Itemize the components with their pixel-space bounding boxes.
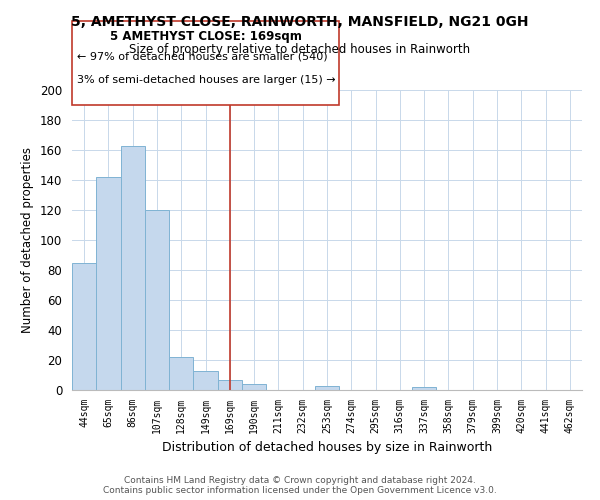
Text: 5 AMETHYST CLOSE: 169sqm: 5 AMETHYST CLOSE: 169sqm [110, 30, 302, 43]
Text: Size of property relative to detached houses in Rainworth: Size of property relative to detached ho… [130, 42, 470, 56]
Bar [412, 387, 436, 390]
Bar [72, 262, 96, 390]
Text: Contains HM Land Registry data © Crown copyright and database right 2024.
Contai: Contains HM Land Registry data © Crown c… [103, 476, 497, 495]
Bar [145, 210, 169, 390]
X-axis label: Distribution of detached houses by size in Rainworth: Distribution of detached houses by size … [162, 441, 492, 454]
Bar [242, 384, 266, 390]
Bar [121, 146, 145, 390]
Bar [169, 357, 193, 390]
Text: 3% of semi-detached houses are larger (15) →: 3% of semi-detached houses are larger (1… [77, 75, 336, 85]
Bar [218, 380, 242, 390]
Text: ← 97% of detached houses are smaller (540): ← 97% of detached houses are smaller (54… [77, 51, 328, 61]
FancyBboxPatch shape [72, 21, 339, 105]
Text: 5, AMETHYST CLOSE, RAINWORTH, MANSFIELD, NG21 0GH: 5, AMETHYST CLOSE, RAINWORTH, MANSFIELD,… [71, 15, 529, 29]
Y-axis label: Number of detached properties: Number of detached properties [22, 147, 34, 333]
Bar [193, 370, 218, 390]
Bar [315, 386, 339, 390]
Bar [96, 177, 121, 390]
